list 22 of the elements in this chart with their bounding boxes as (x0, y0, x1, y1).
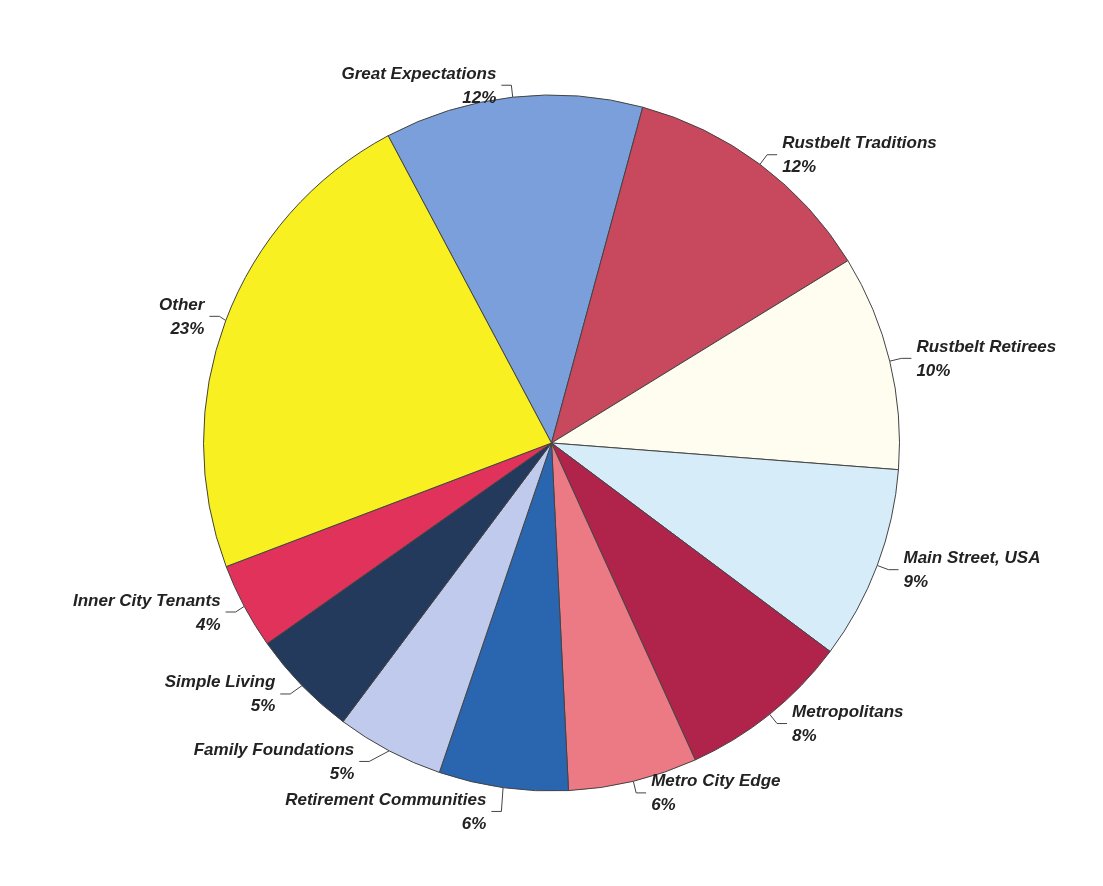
data-label: 9% (903, 572, 929, 592)
data-label: 5% (250, 696, 276, 716)
data-label: 8% (792, 726, 817, 746)
data-label: 6% (461, 813, 487, 833)
data-label: 12% (462, 87, 497, 107)
slice-label: Simple Living (164, 672, 276, 692)
slice-label: Rustbelt Traditions (782, 133, 937, 153)
slice-label: Metro City Edge (651, 771, 781, 791)
data-label: 12% (782, 157, 817, 177)
data-label: 6% (651, 795, 676, 815)
slice-label: Rustbelt Retirees (916, 336, 1057, 356)
data-label: 23% (169, 318, 205, 338)
data-label: 10% (916, 360, 951, 380)
slice-label: Family Foundations (193, 739, 355, 759)
data-label: 5% (329, 763, 355, 783)
slice-label: Inner City Tenants (72, 590, 221, 610)
slice-label: Metropolitans (792, 702, 904, 722)
slice-label: Great Expectations (341, 63, 497, 83)
data-label: 4% (195, 614, 221, 634)
slice-label: Main Street, USA (903, 548, 1041, 568)
slice-label: Retirement Communities (285, 789, 487, 809)
slice-label: Other (159, 294, 206, 314)
